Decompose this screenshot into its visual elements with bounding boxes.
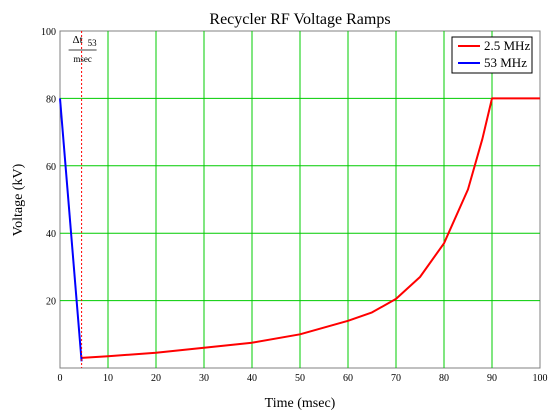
annotation-layer: Δt 53 msec xyxy=(68,31,98,368)
marker-label-sub: 53 xyxy=(88,38,98,48)
x-tick-label: 100 xyxy=(533,373,548,384)
y-tick-label: 60 xyxy=(46,162,56,173)
x-tick-label: 30 xyxy=(199,373,209,384)
x-tick-label: 20 xyxy=(151,373,161,384)
tick-labels: 0 10 20 30 40 50 60 70 80 90 100 20 40 60 80 100 xyxy=(41,27,548,384)
legend: 2.5 MHz 53 MHz xyxy=(451,36,533,74)
x-axis-label: Time (msec) xyxy=(265,396,336,411)
x-tick-label: 70 xyxy=(391,373,401,384)
y-tick-label: 20 xyxy=(46,297,56,308)
x-tick-label: 90 xyxy=(487,373,497,384)
grid-lines xyxy=(60,31,540,368)
x-tick-label: 80 xyxy=(439,373,449,384)
legend-box xyxy=(451,36,533,74)
series-line-53-mhz xyxy=(59,98,83,362)
x-tick-label: 10 xyxy=(103,373,113,384)
y-tick-label: 100 xyxy=(41,27,56,38)
x-tick-label: 60 xyxy=(343,373,353,384)
x-tick-label: 50 xyxy=(295,373,305,384)
y-tick-label: 80 xyxy=(46,94,56,105)
y-axis-label: Voltage (kV) xyxy=(11,163,26,236)
legend-label-53-mhz: 53 MHz xyxy=(484,55,527,70)
chart-title: Recycler RF Voltage Ramps xyxy=(209,11,390,28)
series-line-2-5-mhz xyxy=(81,97,540,359)
x-tick-label: 0 xyxy=(58,373,63,384)
legend-label-2-5-mhz: 2.5 MHz xyxy=(484,38,530,53)
marker-label-top: Δt xyxy=(73,34,83,46)
marker-label-bottom: msec xyxy=(73,54,92,64)
series-layer xyxy=(59,97,540,362)
x-tick-label: 40 xyxy=(247,373,257,384)
y-tick-label: 40 xyxy=(46,229,56,240)
